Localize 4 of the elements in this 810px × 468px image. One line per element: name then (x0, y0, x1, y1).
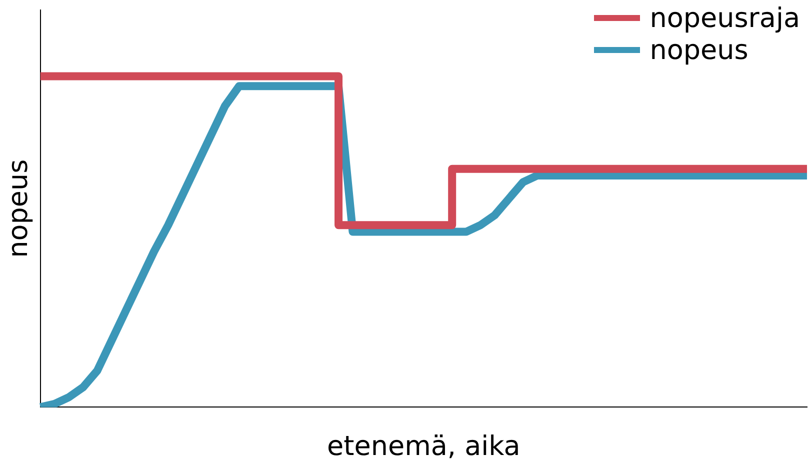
legend-label: nopeus (650, 34, 748, 66)
x-axis-title: etenemä, aika (327, 430, 520, 462)
y-axis-title: nopeus (3, 159, 34, 258)
legend-label: nopeusraja (650, 2, 800, 34)
